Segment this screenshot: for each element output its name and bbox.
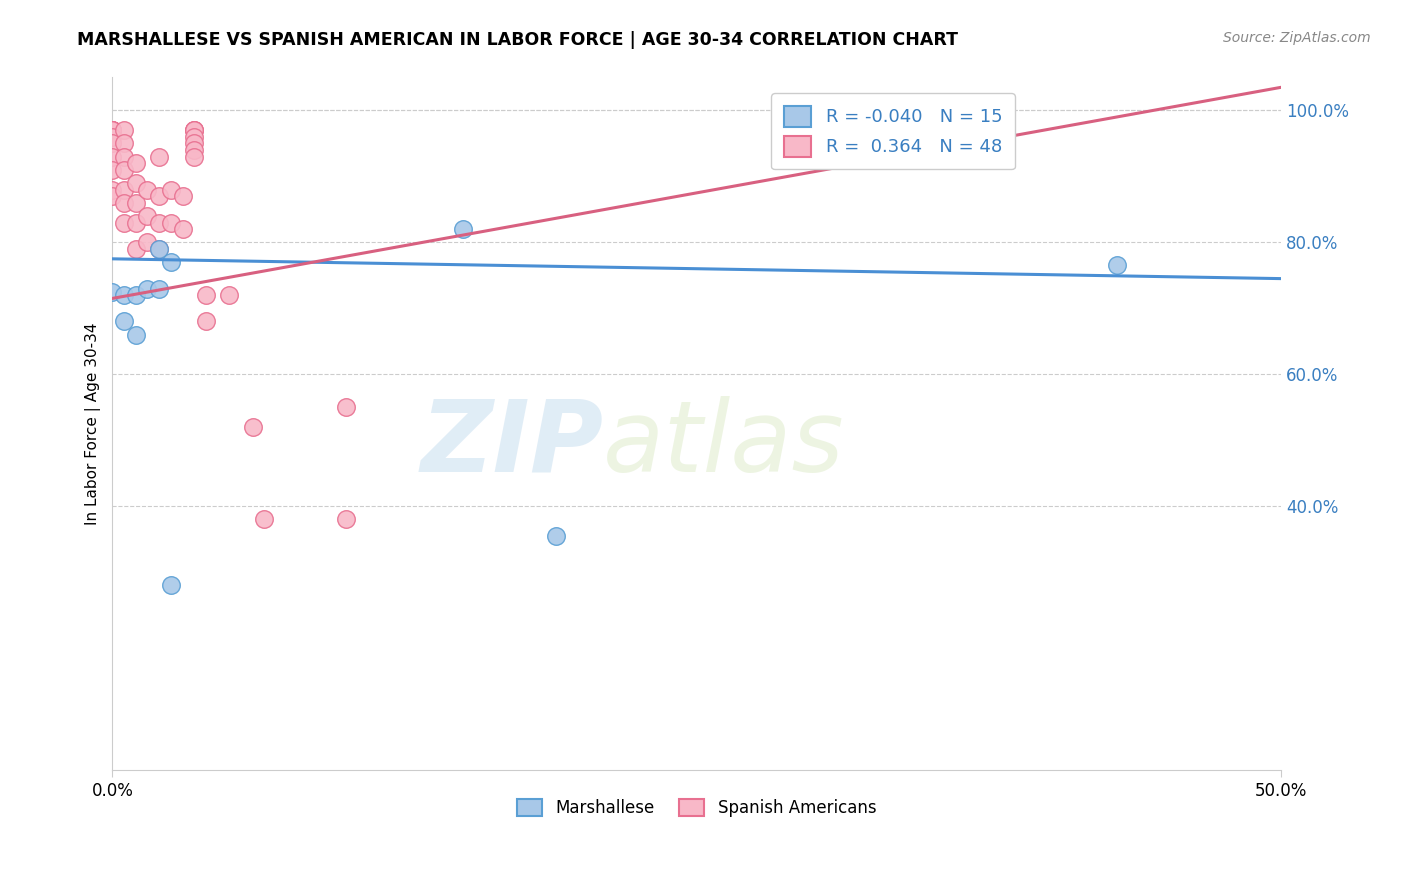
- Point: [194, 314, 217, 328]
- Text: atlas: atlas: [603, 396, 845, 493]
- Point: [112, 162, 135, 177]
- Point: [101, 123, 124, 137]
- Point: [136, 281, 159, 295]
- Text: ZIP: ZIP: [420, 396, 603, 493]
- Text: Source: ZipAtlas.com: Source: ZipAtlas.com: [1223, 31, 1371, 45]
- Point: [242, 420, 264, 434]
- Point: [112, 150, 135, 164]
- Point: [172, 222, 194, 236]
- Point: [112, 183, 135, 197]
- Point: [160, 215, 183, 229]
- Point: [101, 136, 124, 151]
- Point: [194, 288, 217, 302]
- Text: MARSHALLESE VS SPANISH AMERICAN IN LABOR FORCE | AGE 30-34 CORRELATION CHART: MARSHALLESE VS SPANISH AMERICAN IN LABOR…: [77, 31, 959, 49]
- Point: [112, 314, 135, 328]
- Point: [183, 129, 205, 144]
- Point: [136, 183, 159, 197]
- Point: [101, 285, 124, 299]
- Y-axis label: In Labor Force | Age 30-34: In Labor Force | Age 30-34: [86, 323, 101, 525]
- Point: [160, 255, 183, 269]
- Point: [148, 281, 170, 295]
- Point: [148, 215, 170, 229]
- Point: [546, 529, 568, 543]
- Point: [136, 209, 159, 223]
- Point: [101, 123, 124, 137]
- Point: [101, 123, 124, 137]
- Point: [253, 512, 276, 526]
- Point: [335, 512, 357, 526]
- Point: [172, 189, 194, 203]
- Point: [148, 189, 170, 203]
- Point: [101, 129, 124, 144]
- Point: [101, 189, 124, 203]
- Point: [125, 327, 148, 342]
- Point: [183, 123, 205, 137]
- Point: [101, 123, 124, 137]
- Point: [183, 123, 205, 137]
- Point: [148, 150, 170, 164]
- Point: [125, 215, 148, 229]
- Point: [101, 150, 124, 164]
- Point: [101, 123, 124, 137]
- Point: [112, 136, 135, 151]
- Point: [125, 242, 148, 256]
- Point: [1107, 259, 1129, 273]
- Point: [183, 136, 205, 151]
- Point: [148, 242, 170, 256]
- Point: [125, 288, 148, 302]
- Point: [112, 123, 135, 137]
- Point: [183, 150, 205, 164]
- Point: [160, 578, 183, 592]
- Point: [125, 195, 148, 210]
- Point: [183, 143, 205, 157]
- Point: [218, 288, 240, 302]
- Point: [183, 123, 205, 137]
- Point: [112, 288, 135, 302]
- Point: [125, 156, 148, 170]
- Point: [136, 235, 159, 250]
- Point: [101, 162, 124, 177]
- Point: [148, 242, 170, 256]
- Point: [451, 222, 474, 236]
- Point: [101, 183, 124, 197]
- Point: [160, 183, 183, 197]
- Point: [112, 215, 135, 229]
- Point: [125, 176, 148, 190]
- Legend: Marshallese, Spanish Americans: Marshallese, Spanish Americans: [510, 792, 883, 824]
- Point: [112, 195, 135, 210]
- Point: [335, 401, 357, 415]
